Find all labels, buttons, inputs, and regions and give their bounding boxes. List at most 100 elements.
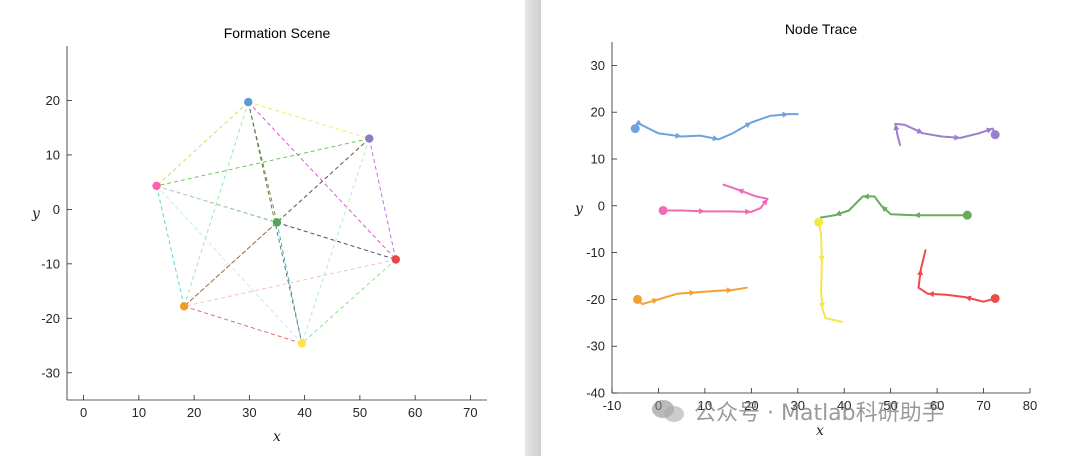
- formation-node: [391, 255, 401, 264]
- formation-edge: [156, 185, 303, 344]
- trace-arrowhead: [635, 119, 643, 126]
- x-tick-label: 80: [1023, 398, 1037, 413]
- trace-arrowhead: [818, 302, 825, 309]
- trace-start-marker: [633, 294, 643, 304]
- formation-edge: [156, 138, 370, 187]
- panel-divider: [525, 0, 541, 456]
- x-tick-label: 30: [791, 398, 805, 413]
- formation-node: [365, 134, 374, 143]
- trace-arrowhead: [689, 289, 696, 296]
- formation-edge: [184, 259, 396, 307]
- trace-arrowhead: [893, 123, 900, 131]
- trace-arrowhead: [744, 122, 752, 129]
- formation-node: [244, 97, 253, 107]
- formation-edge: [247, 101, 278, 223]
- x-tick-label: 30: [242, 405, 256, 420]
- trace-line: [894, 122, 997, 146]
- formation-edge: [248, 101, 370, 140]
- x-tick-label: 10: [698, 398, 712, 413]
- chart-title: Formation Scene: [224, 25, 331, 41]
- trace-arrowhead: [862, 193, 869, 200]
- trace-line: [820, 195, 969, 219]
- trace-arrowhead: [954, 134, 961, 141]
- formation-edge: [156, 101, 249, 187]
- trace-start-marker: [814, 217, 824, 227]
- x-tick-label: 40: [837, 398, 851, 413]
- x-tick-label: 50: [883, 398, 897, 413]
- trace-arrowhead: [818, 255, 825, 262]
- y-tick-label: 30: [591, 58, 605, 73]
- x-tick-label: 20: [187, 405, 201, 420]
- y-tick-label: 10: [591, 152, 605, 167]
- formation-edge: [184, 305, 303, 344]
- trace-line: [662, 183, 769, 213]
- trace-arrowhead: [761, 198, 768, 206]
- trace-start-marker: [658, 205, 668, 215]
- y-tick-label: -30: [586, 339, 605, 354]
- trace-arrowhead: [916, 128, 924, 134]
- trace-arrowhead: [712, 135, 719, 142]
- formation-scene-panel: 0 10 20 30 40 50 60 70 20 10 0 -10 -20 -30 Formation S…: [0, 0, 525, 456]
- trace-arrowhead: [737, 188, 745, 195]
- watermark-text: 公众号 · Matlab科研助手: [694, 401, 944, 426]
- y-tick-label: 20: [46, 93, 60, 108]
- y-tick-label: 0: [598, 198, 605, 213]
- trace-arrowhead: [675, 132, 682, 139]
- node-trace-panel: -10010203040506070803020100-10-20-30-40N…: [541, 0, 1080, 456]
- y-tick-label: -40: [586, 386, 605, 401]
- trace-arrowhead: [913, 212, 920, 219]
- formation-scene-chart: 0 10 20 30 40 50 60 70 20 10 0 -10 -20 -30 Formation S…: [31, 25, 487, 445]
- y-tick-label: 20: [591, 105, 605, 120]
- trace-start-marker: [990, 130, 1000, 140]
- trace-start-marker: [990, 293, 1000, 303]
- trace-arrowhead: [726, 287, 733, 294]
- trace-arrowhead: [745, 208, 752, 215]
- watermark: 公众号 · Matlab科研助手: [652, 393, 944, 429]
- trace-arrowhead: [782, 111, 789, 118]
- trace-start-marker: [630, 124, 640, 134]
- formation-edge: [183, 101, 249, 307]
- trace-arrowhead: [927, 291, 934, 298]
- trace-arrowhead: [651, 298, 659, 304]
- x-tick-label: 70: [463, 405, 477, 420]
- formation-edge: [247, 101, 303, 344]
- y-tick-label: 0: [53, 202, 60, 217]
- trace-line: [817, 221, 843, 323]
- y-tick-label: 10: [46, 147, 60, 162]
- formation-node: [179, 302, 189, 311]
- trace-arrowhead: [834, 210, 842, 217]
- x-tick-label: -10: [603, 398, 622, 413]
- formation-node: [152, 181, 161, 191]
- y-tick-label: -10: [41, 256, 60, 271]
- y-tick-label: -30: [41, 365, 60, 380]
- trace-line: [634, 113, 799, 141]
- trace-start-marker: [962, 210, 972, 220]
- x-tick-label: 10: [132, 405, 146, 420]
- formation-edge: [301, 138, 370, 344]
- x-tick-label: 60: [930, 398, 944, 413]
- trace-arrowhead: [881, 205, 888, 213]
- trace-arrowhead: [698, 208, 705, 215]
- trace-arrowhead: [964, 295, 972, 302]
- y-axis-label: y: [574, 201, 584, 217]
- x-tick-label: 20: [744, 398, 758, 413]
- formation-node: [297, 339, 307, 348]
- y-tick-label: -20: [586, 292, 605, 307]
- y-axis-label: y: [31, 206, 41, 222]
- formation-edge: [156, 185, 185, 307]
- node-trace-chart: -10010203040506070803020100-10-20-30-40N…: [574, 21, 1037, 439]
- formation-node: [272, 218, 282, 227]
- chart-title: Node Trace: [785, 21, 858, 37]
- y-tick-label: -20: [41, 311, 60, 326]
- formation-edges: [156, 101, 397, 344]
- y-tick-label: -10: [586, 245, 605, 260]
- x-tick-label: 50: [353, 405, 367, 420]
- formation-edge: [368, 138, 397, 260]
- x-tick-label: 70: [976, 398, 990, 413]
- x-tick-label: 0: [80, 405, 87, 420]
- x-tick-label: 40: [297, 405, 311, 420]
- x-axis-label: x: [816, 423, 824, 439]
- trace-arrowhead: [917, 268, 924, 276]
- x-axis-label: x: [273, 429, 281, 445]
- x-tick-label: 60: [408, 405, 422, 420]
